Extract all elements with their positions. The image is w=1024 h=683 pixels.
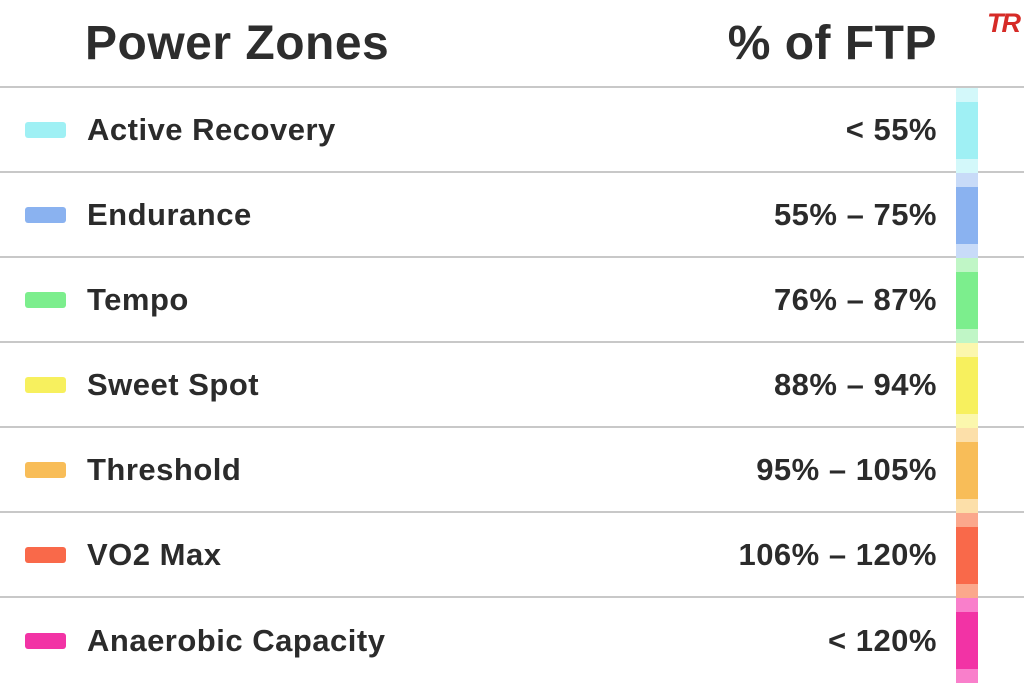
zone-ftp-range: < 55% bbox=[845, 111, 937, 147]
zones-table-body: Active Recovery < 55% Endurance 55% – 75… bbox=[0, 88, 1024, 683]
strip-segment bbox=[956, 598, 978, 683]
zone-row: Active Recovery < 55% bbox=[0, 88, 1024, 173]
strip-segment bbox=[956, 513, 978, 598]
zone-ftp-range: 55% – 75% bbox=[773, 196, 937, 232]
zone-name: Sweet Spot bbox=[87, 366, 260, 402]
strip-segment bbox=[956, 258, 978, 343]
zone-row: Anaerobic Capacity < 120% bbox=[0, 598, 1024, 683]
strip-segment bbox=[956, 173, 978, 258]
zone-color-swatch bbox=[25, 546, 66, 563]
zone-name: Anaerobic Capacity bbox=[87, 622, 386, 658]
zone-color-swatch bbox=[25, 461, 66, 478]
zone-row: Tempo 76% – 87% bbox=[0, 258, 1024, 343]
zone-color-swatch bbox=[25, 376, 66, 393]
zone-row: VO2 Max 106% – 120% bbox=[0, 513, 1024, 598]
strip-segment bbox=[956, 343, 978, 428]
zone-name: Endurance bbox=[87, 196, 252, 232]
table-header: Power Zones % of FTP bbox=[0, 0, 1024, 88]
zone-row: Sweet Spot 88% – 94% bbox=[0, 343, 1024, 428]
strip-segment bbox=[956, 428, 978, 513]
zone-name: Threshold bbox=[87, 451, 242, 487]
zone-ftp-range: 106% – 120% bbox=[738, 536, 937, 572]
zone-name: VO2 Max bbox=[87, 536, 222, 572]
zone-ftp-range: 76% – 87% bbox=[773, 281, 937, 317]
zone-color-strip bbox=[956, 88, 978, 683]
zone-ftp-range: 95% – 105% bbox=[756, 451, 937, 487]
zone-row: Threshold 95% – 105% bbox=[0, 428, 1024, 513]
zone-ftp-range: 88% – 94% bbox=[773, 366, 937, 402]
zone-color-swatch bbox=[25, 206, 66, 223]
ftp-column-header: % of FTP bbox=[727, 16, 937, 70]
page-title: Power Zones bbox=[85, 16, 390, 70]
zone-color-swatch bbox=[25, 632, 66, 649]
trainerroad-logo: TR bbox=[987, 8, 1021, 38]
zone-ftp-range: < 120% bbox=[827, 622, 937, 658]
zone-color-swatch bbox=[25, 121, 66, 138]
strip-segment bbox=[956, 88, 978, 173]
zone-color-swatch bbox=[25, 291, 66, 308]
zone-row: Endurance 55% – 75% bbox=[0, 173, 1024, 258]
zone-name: Active Recovery bbox=[87, 111, 336, 147]
zone-name: Tempo bbox=[87, 281, 189, 317]
